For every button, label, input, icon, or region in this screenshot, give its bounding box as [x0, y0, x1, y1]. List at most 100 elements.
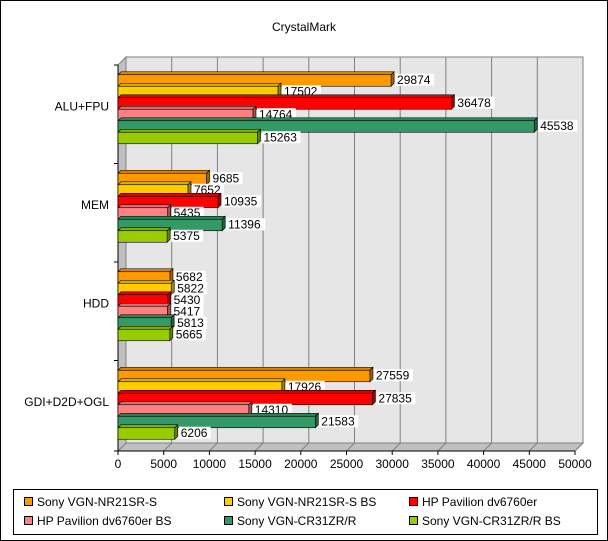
bar-side	[314, 412, 319, 429]
data-label-background	[395, 73, 435, 86]
legend-swatch	[24, 497, 33, 507]
data-label-background	[171, 293, 204, 306]
gridline-floor	[528, 442, 538, 452]
bar-side	[166, 227, 171, 243]
chart-title: CrystalMark	[271, 20, 336, 34]
gridline-floor	[437, 442, 447, 452]
data-label: 9685	[213, 171, 240, 185]
bar-side	[451, 94, 455, 110]
bar-top	[117, 82, 282, 87]
data-label-background	[226, 218, 266, 231]
bar-top	[117, 424, 179, 429]
data-label-background	[256, 108, 296, 121]
legend-swatch	[409, 516, 418, 526]
x-tick-label: 45000	[513, 457, 547, 471]
x-tick-label: 10000	[193, 457, 227, 471]
legend-item: Sony VGN-CR31ZR/R BS	[409, 514, 561, 528]
category-label: HDD	[83, 296, 109, 310]
gridline-floor	[483, 442, 492, 452]
x-tick-label: 35000	[421, 457, 455, 471]
legend-label: HP Pavilion dv6760er BS	[37, 514, 172, 528]
data-label-background	[281, 85, 321, 98]
data-label-background	[538, 119, 578, 132]
legend-item: HP Pavilion dv6760er	[409, 495, 537, 509]
data-label: 5375	[173, 229, 200, 243]
x-tick-label: 0	[115, 457, 122, 471]
bar-side	[169, 325, 174, 342]
bar-top	[117, 94, 456, 99]
bar-side	[217, 192, 222, 209]
legend-label: Sony VGN-NR21SR-S	[37, 495, 158, 509]
gridline-floor	[574, 442, 584, 452]
x-tick-label: 30000	[376, 457, 410, 471]
bar-top	[117, 401, 253, 406]
data-label-background	[221, 195, 261, 208]
legend-item: HP Pavilion dv6760er BS	[24, 514, 172, 528]
legend-swatch	[409, 497, 418, 507]
bar	[117, 427, 176, 440]
legend: Sony VGN-NR21SR-S Sony VGN-NR21SR-S BS HP …	[13, 489, 598, 535]
x-tick-label: 15000	[238, 457, 272, 471]
bar-top	[117, 181, 192, 186]
gridline-floor	[254, 442, 264, 452]
x-tick-label: 50000	[558, 457, 592, 471]
bar-side	[174, 424, 179, 440]
legend-label: Sony VGN-CR31ZR/R BS	[422, 514, 561, 528]
bar	[117, 120, 535, 133]
bar-top	[117, 302, 172, 307]
bar-top	[117, 366, 374, 371]
data-label-background	[171, 206, 204, 219]
gridline-floor	[300, 442, 310, 452]
bar-top	[117, 128, 262, 133]
data-label: 36478	[457, 96, 491, 110]
legend-swatch	[224, 516, 233, 526]
bar-top	[117, 268, 174, 273]
data-label-background	[210, 172, 243, 185]
bar-side	[369, 366, 374, 383]
data-label: 5822	[177, 281, 204, 295]
x-tick-label: 25000	[330, 457, 364, 471]
data-label-background	[373, 369, 413, 382]
data-label-background	[285, 380, 325, 393]
bar-top	[117, 192, 222, 197]
gridline-floor	[163, 442, 173, 452]
bar-top	[117, 325, 174, 330]
legend-item: Sony VGN-NR21SR-S	[24, 495, 157, 509]
data-label: 10935	[224, 194, 258, 208]
bar-side	[257, 128, 261, 145]
data-label-background	[178, 426, 211, 439]
data-label-background	[261, 131, 301, 144]
x-tick-label: 20000	[284, 457, 318, 471]
data-label: 45538	[540, 119, 574, 133]
bar-top	[117, 204, 172, 209]
gridline-floor	[209, 442, 218, 452]
data-label: 5813	[177, 316, 204, 330]
data-label-background	[175, 282, 208, 295]
category-label: ALU+FPU	[55, 99, 109, 113]
data-label-background	[455, 96, 495, 109]
data-label-background	[173, 328, 206, 341]
data-label: 21583	[321, 414, 355, 428]
bar-top	[117, 389, 377, 394]
bar-side	[533, 117, 538, 133]
bar-top	[117, 215, 226, 220]
bar-top	[117, 169, 211, 174]
bar-top	[117, 412, 319, 417]
data-label-background	[173, 270, 206, 283]
bar-top	[117, 105, 257, 110]
legend-label: Sony VGN-NR21SR-S BS	[237, 495, 377, 509]
data-label-background	[376, 392, 416, 405]
bar-top	[117, 378, 286, 383]
data-label: 29874	[397, 73, 431, 87]
legend-swatch	[24, 516, 33, 526]
bar	[117, 131, 258, 145]
data-label-background	[319, 415, 359, 428]
bar-top	[117, 227, 171, 232]
legend-item: Sony VGN-NR21SR-S BS	[224, 495, 376, 509]
data-label: 15263	[264, 130, 298, 144]
legend-swatch	[224, 497, 233, 507]
data-label: 5417	[174, 304, 201, 318]
bar	[117, 328, 171, 342]
data-label: 11396	[228, 217, 261, 231]
bar-top	[117, 279, 175, 284]
